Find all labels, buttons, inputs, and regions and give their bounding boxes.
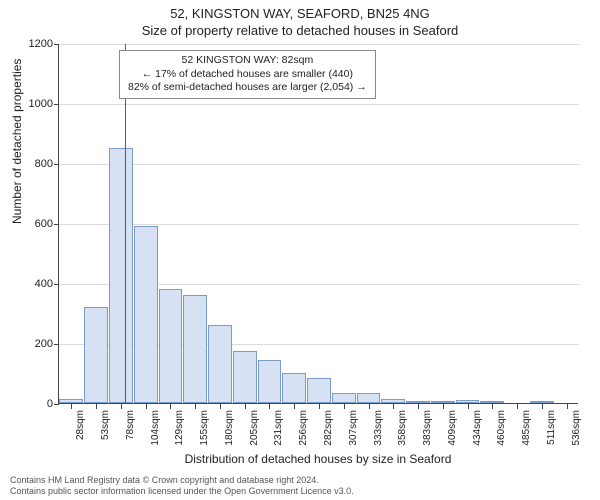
xtick-mark xyxy=(344,404,345,409)
ytick-mark xyxy=(54,224,59,225)
histogram-bar xyxy=(208,325,232,403)
histogram-bar xyxy=(456,400,480,403)
xtick-mark xyxy=(492,404,493,409)
xtick-label: 129sqm xyxy=(174,410,185,446)
histogram-bar xyxy=(183,295,207,403)
gridline xyxy=(59,224,579,225)
xtick-mark xyxy=(567,404,568,409)
xtick-label: 104sqm xyxy=(150,410,161,446)
xtick-label: 434sqm xyxy=(472,410,483,446)
annotation-box: 52 KINGSTON WAY: 82sqm← 17% of detached … xyxy=(119,50,376,99)
plot-canvas: 02004006008001000120028sqm53sqm78sqm104s… xyxy=(58,44,578,404)
xtick-mark xyxy=(71,404,72,409)
xtick-mark xyxy=(468,404,469,409)
xtick-mark xyxy=(269,404,270,409)
chart-container: 52, KINGSTON WAY, SEAFORD, BN25 4NG Size… xyxy=(0,0,600,500)
footer-line2: Contains public sector information licen… xyxy=(10,486,354,497)
histogram-bar xyxy=(84,307,108,403)
annotation-line: 82% of semi-detached houses are larger (… xyxy=(128,81,367,95)
gridline xyxy=(59,104,579,105)
xtick-mark xyxy=(294,404,295,409)
xtick-label: 231sqm xyxy=(273,410,284,446)
xtick-mark xyxy=(96,404,97,409)
title-subtitle: Size of property relative to detached ho… xyxy=(0,21,600,38)
xtick-mark xyxy=(369,404,370,409)
histogram-bar xyxy=(233,351,257,404)
xtick-label: 180sqm xyxy=(224,410,235,446)
xtick-label: 511sqm xyxy=(546,410,557,445)
title-address: 52, KINGSTON WAY, SEAFORD, BN25 4NG xyxy=(0,0,600,21)
gridline xyxy=(59,44,579,45)
y-axis-label: Number of detached properties xyxy=(10,59,24,224)
xtick-label: 358sqm xyxy=(397,410,408,446)
histogram-bar xyxy=(282,373,306,403)
x-axis-label: Distribution of detached houses by size … xyxy=(58,452,578,466)
histogram-bar xyxy=(357,393,381,404)
histogram-bar xyxy=(307,378,331,404)
xtick-mark xyxy=(393,404,394,409)
xtick-label: 307sqm xyxy=(348,410,359,446)
xtick-mark xyxy=(517,404,518,409)
histogram-bar xyxy=(530,401,554,403)
xtick-mark xyxy=(170,404,171,409)
xtick-mark xyxy=(443,404,444,409)
xtick-mark xyxy=(319,404,320,409)
xtick-mark xyxy=(542,404,543,409)
xtick-label: 53sqm xyxy=(100,410,111,440)
xtick-label: 485sqm xyxy=(521,410,532,446)
xtick-mark xyxy=(195,404,196,409)
xtick-label: 256sqm xyxy=(298,410,309,446)
annotation-line: 52 KINGSTON WAY: 82sqm xyxy=(128,54,367,68)
ytick-label: 600 xyxy=(13,218,53,230)
ytick-mark xyxy=(54,284,59,285)
xtick-label: 383sqm xyxy=(422,410,433,446)
ytick-mark xyxy=(54,164,59,165)
ytick-mark xyxy=(54,404,59,405)
histogram-bar xyxy=(480,401,504,403)
xtick-label: 536sqm xyxy=(571,410,582,446)
histogram-bar xyxy=(431,401,455,403)
xtick-label: 460sqm xyxy=(496,410,507,446)
ytick-label: 800 xyxy=(13,158,53,170)
footer-line1: Contains HM Land Registry data © Crown c… xyxy=(10,475,354,486)
ytick-label: 1000 xyxy=(13,98,53,110)
xtick-label: 282sqm xyxy=(323,410,334,446)
annotation-line: ← 17% of detached houses are smaller (44… xyxy=(128,68,367,82)
xtick-label: 155sqm xyxy=(199,410,210,446)
ytick-mark xyxy=(54,44,59,45)
xtick-label: 409sqm xyxy=(447,410,458,446)
xtick-mark xyxy=(146,404,147,409)
ytick-label: 200 xyxy=(13,338,53,350)
ytick-label: 400 xyxy=(13,278,53,290)
ytick-label: 0 xyxy=(13,398,53,410)
ytick-label: 1200 xyxy=(13,38,53,50)
histogram-bar xyxy=(134,226,158,403)
histogram-bar xyxy=(109,148,133,403)
xtick-mark xyxy=(220,404,221,409)
xtick-mark xyxy=(245,404,246,409)
xtick-label: 333sqm xyxy=(373,410,384,446)
histogram-bar xyxy=(59,399,83,404)
histogram-bar xyxy=(406,401,430,403)
xtick-label: 205sqm xyxy=(249,410,260,446)
footer-attribution: Contains HM Land Registry data © Crown c… xyxy=(10,475,354,497)
xtick-label: 28sqm xyxy=(75,410,86,440)
xtick-mark xyxy=(418,404,419,409)
xtick-mark xyxy=(121,404,122,409)
gridline xyxy=(59,164,579,165)
xtick-label: 78sqm xyxy=(125,410,136,440)
histogram-bar xyxy=(159,289,183,403)
plot-area: 02004006008001000120028sqm53sqm78sqm104s… xyxy=(58,44,578,404)
histogram-bar xyxy=(381,399,405,404)
ytick-mark xyxy=(54,104,59,105)
histogram-bar xyxy=(332,393,356,404)
histogram-bar xyxy=(258,360,282,404)
ytick-mark xyxy=(54,344,59,345)
